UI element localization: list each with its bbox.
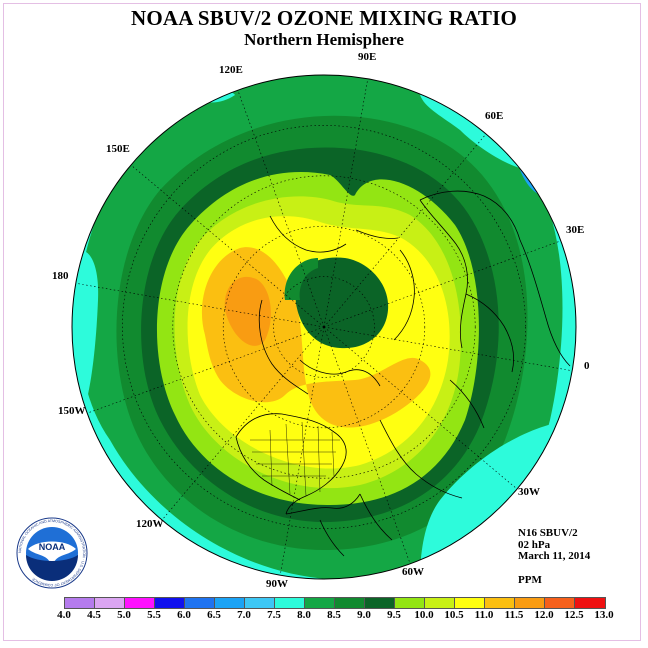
legend-tick-label: 5.5 xyxy=(147,609,161,621)
legend-swatch xyxy=(65,598,95,608)
lon-label-180: 180 xyxy=(52,270,69,282)
globe-outline xyxy=(71,74,577,580)
latitude-circle xyxy=(122,125,526,529)
figure-frame xyxy=(3,3,641,641)
info-level: 02 hPa xyxy=(518,539,551,551)
legend-swatch xyxy=(485,598,515,608)
field-low-9-5 xyxy=(295,257,389,349)
legend-swatch xyxy=(575,598,605,608)
page-subtitle: Northern Hemisphere xyxy=(244,30,404,49)
field-low-9-0 xyxy=(284,258,318,300)
legend-swatch xyxy=(245,598,275,608)
lon-label-120w: 120W xyxy=(136,518,164,530)
legend-tick-label: 12.5 xyxy=(564,609,584,621)
lon-label-30w: 30W xyxy=(518,486,540,498)
latitude-circle xyxy=(222,225,426,429)
legend-tick-label: 12.0 xyxy=(534,609,554,621)
legend-tick-label: 5.0 xyxy=(117,609,131,621)
legend-swatch xyxy=(95,598,125,608)
legend-swatch xyxy=(185,598,215,608)
legend-swatch xyxy=(365,598,395,608)
legend-swatch xyxy=(155,598,185,608)
color-legend xyxy=(64,597,606,609)
legend-swatch xyxy=(305,598,335,608)
legend-tick-label: 11.0 xyxy=(474,609,494,621)
legend-swatch xyxy=(545,598,575,608)
lon-label-0: 0 xyxy=(584,360,590,372)
legend-tick-label: 11.5 xyxy=(504,609,524,621)
latitude-circle xyxy=(172,175,476,479)
legend-tick-label: 6.5 xyxy=(207,609,221,621)
legend-swatch xyxy=(395,598,425,608)
lon-label-30e: 30E xyxy=(566,224,585,236)
legend-swatch xyxy=(125,598,155,608)
info-units: PPM xyxy=(518,574,542,586)
legend-swatch xyxy=(425,598,455,608)
latitude-circle xyxy=(273,276,375,378)
coastlines xyxy=(235,190,571,557)
logo: NOAA NATIONAL OCEANIC AND ATMOSPHERIC AD… xyxy=(16,517,88,589)
lon-label-90e: 90E xyxy=(358,51,377,63)
info-satellite: N16 SBUV/2 xyxy=(518,527,578,539)
legend-tick-label: 8.5 xyxy=(327,609,341,621)
logo-wordmark: NOAA xyxy=(39,542,66,552)
lon-label-120e: 120E xyxy=(219,64,243,76)
legend-swatch xyxy=(335,598,365,608)
us-state-borders xyxy=(250,421,340,497)
legend-tick-label: 8.0 xyxy=(297,609,311,621)
legend-swatch xyxy=(275,598,305,608)
legend-swatch xyxy=(515,598,545,608)
legend-tick-label: 13.0 xyxy=(594,609,614,621)
graticule xyxy=(75,78,573,576)
page-title: NOAA SBUV/2 OZONE MIXING RATIO xyxy=(131,6,517,30)
legend-tick-label: 7.5 xyxy=(267,609,281,621)
logo-bird-shape xyxy=(28,541,76,567)
legend-tick-label: 9.5 xyxy=(387,609,401,621)
legend-tick-label: 10.5 xyxy=(444,609,464,621)
legend-tick-label: 7.0 xyxy=(237,609,251,621)
legend-swatch xyxy=(215,598,245,608)
legend-swatch xyxy=(455,598,485,608)
logo-lower-half xyxy=(26,555,78,581)
lon-label-60e: 60E xyxy=(485,110,504,122)
legend-tick-label: 9.0 xyxy=(357,609,371,621)
lon-label-90w: 90W xyxy=(266,578,288,590)
info-date: March 11, 2014 xyxy=(518,550,591,562)
legend-tick-label: 4.0 xyxy=(57,609,71,621)
lon-label-150e: 150E xyxy=(106,143,130,155)
legend-tick-label: 6.0 xyxy=(177,609,191,621)
lon-label-150w: 150W xyxy=(58,405,86,417)
legend-tick-label: 4.5 xyxy=(87,609,101,621)
legend-tick-label: 10.0 xyxy=(414,609,434,621)
lon-label-60w: 60W xyxy=(402,566,424,578)
